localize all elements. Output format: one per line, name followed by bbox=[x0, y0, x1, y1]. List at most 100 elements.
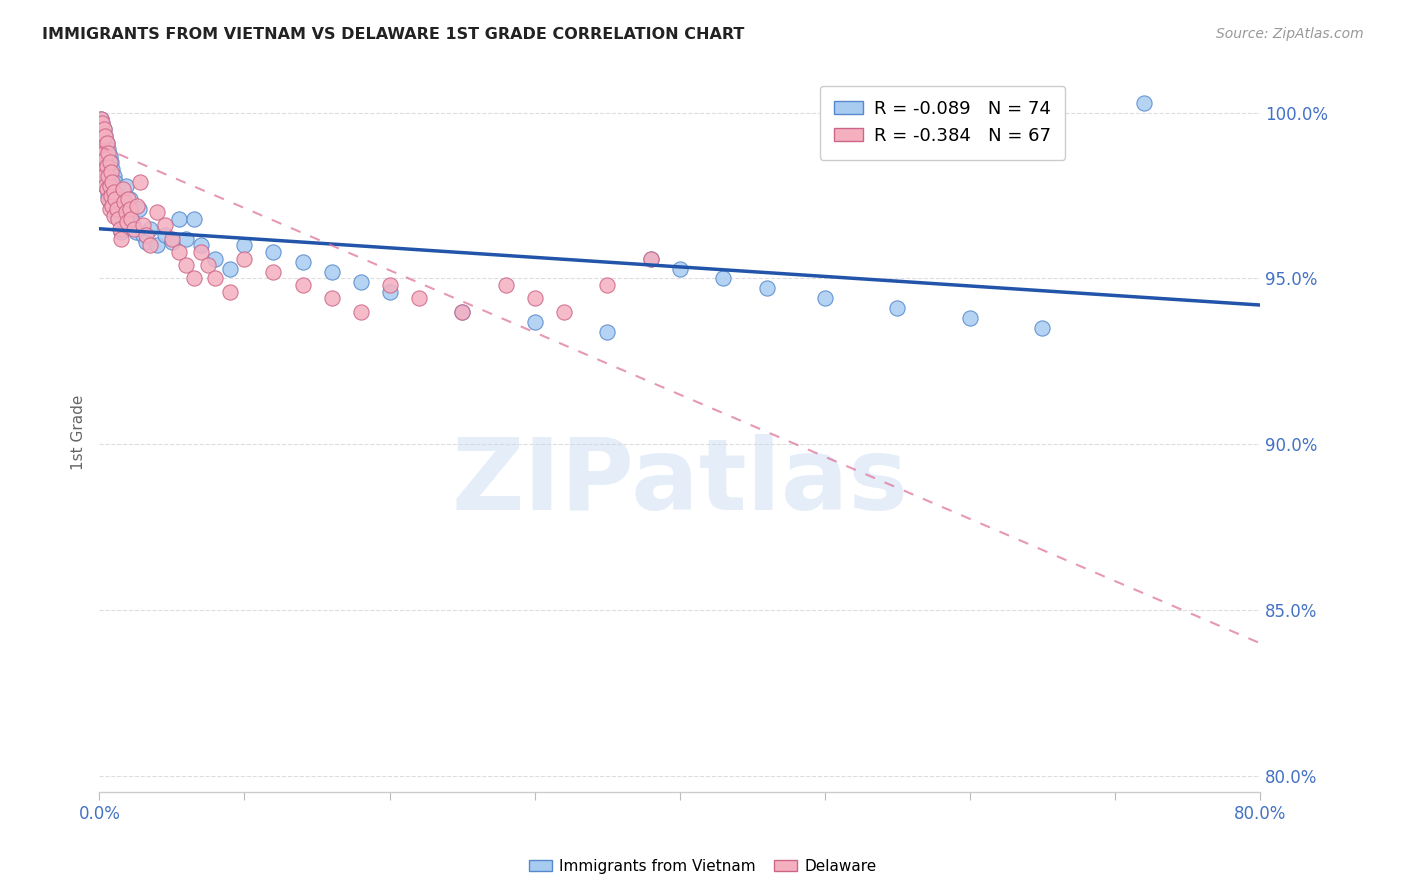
Point bbox=[349, 304, 371, 318]
Point bbox=[640, 252, 662, 266]
Point bbox=[1133, 95, 1156, 110]
Point bbox=[93, 169, 115, 183]
Point bbox=[96, 159, 118, 173]
Point bbox=[94, 152, 117, 166]
Point bbox=[97, 145, 120, 160]
Point bbox=[204, 252, 226, 266]
Point bbox=[91, 139, 114, 153]
Point bbox=[98, 195, 121, 210]
Point bbox=[94, 128, 117, 143]
Point bbox=[91, 162, 114, 177]
Y-axis label: 1st Grade: 1st Grade bbox=[72, 395, 86, 470]
Point bbox=[146, 205, 169, 219]
Point bbox=[104, 202, 127, 216]
Point bbox=[263, 244, 285, 259]
Point bbox=[98, 172, 121, 186]
Point bbox=[94, 128, 117, 143]
Point bbox=[108, 221, 131, 235]
Point bbox=[111, 209, 134, 223]
Point bbox=[118, 202, 141, 216]
Point bbox=[100, 155, 122, 169]
Point bbox=[408, 292, 430, 306]
Point bbox=[167, 211, 190, 226]
Point bbox=[94, 175, 117, 189]
Point bbox=[176, 258, 198, 272]
Point bbox=[107, 211, 129, 226]
Point bbox=[755, 281, 778, 295]
Text: ZIPatlas: ZIPatlas bbox=[451, 434, 908, 532]
Point bbox=[110, 232, 132, 246]
Point bbox=[103, 192, 125, 206]
Point bbox=[118, 192, 141, 206]
Point bbox=[129, 175, 152, 189]
Point bbox=[523, 292, 546, 306]
Point bbox=[91, 116, 114, 130]
Point bbox=[291, 255, 314, 269]
Point bbox=[553, 304, 575, 318]
Point bbox=[153, 219, 176, 233]
Point bbox=[114, 205, 136, 219]
Point bbox=[90, 112, 112, 127]
Point bbox=[1031, 321, 1053, 335]
Point bbox=[93, 145, 115, 160]
Point bbox=[97, 188, 120, 202]
Point bbox=[117, 192, 139, 206]
Point bbox=[596, 325, 619, 339]
Point bbox=[160, 232, 183, 246]
Point bbox=[233, 238, 256, 252]
Point bbox=[115, 215, 138, 229]
Point bbox=[93, 122, 115, 136]
Point bbox=[139, 238, 162, 252]
Point bbox=[233, 252, 256, 266]
Point bbox=[110, 225, 132, 239]
Point bbox=[668, 261, 690, 276]
Point bbox=[90, 128, 112, 143]
Point bbox=[114, 178, 136, 193]
Point bbox=[100, 165, 122, 179]
Point bbox=[139, 221, 162, 235]
Point bbox=[93, 145, 115, 160]
Point bbox=[451, 304, 474, 318]
Point bbox=[378, 285, 401, 299]
Point bbox=[101, 186, 124, 200]
Point bbox=[97, 169, 120, 183]
Point bbox=[122, 221, 145, 235]
Point bbox=[100, 188, 122, 202]
Point bbox=[104, 192, 127, 206]
Point bbox=[103, 209, 125, 223]
Point bbox=[132, 228, 155, 243]
Point bbox=[219, 285, 242, 299]
Point bbox=[100, 178, 122, 193]
Point bbox=[97, 165, 120, 179]
Point bbox=[190, 238, 212, 252]
Point bbox=[160, 235, 183, 249]
Point bbox=[105, 209, 128, 223]
Point bbox=[91, 159, 114, 173]
Point bbox=[107, 188, 129, 202]
Point bbox=[115, 198, 138, 212]
Point bbox=[98, 178, 121, 193]
Point bbox=[96, 136, 118, 150]
Point bbox=[96, 182, 118, 196]
Point bbox=[183, 211, 205, 226]
Point bbox=[120, 211, 142, 226]
Point bbox=[104, 175, 127, 189]
Point bbox=[263, 265, 285, 279]
Point bbox=[90, 128, 112, 143]
Point bbox=[105, 182, 128, 196]
Point bbox=[91, 116, 114, 130]
Point bbox=[103, 169, 125, 183]
Point bbox=[378, 278, 401, 293]
Legend: Immigrants from Vietnam, Delaware: Immigrants from Vietnam, Delaware bbox=[523, 853, 883, 880]
Point bbox=[814, 292, 837, 306]
Point bbox=[146, 238, 169, 252]
Point bbox=[98, 149, 121, 163]
Legend: R = -0.089   N = 74, R = -0.384   N = 67: R = -0.089 N = 74, R = -0.384 N = 67 bbox=[820, 86, 1066, 160]
Point bbox=[197, 258, 219, 272]
Point bbox=[176, 232, 198, 246]
Point bbox=[98, 202, 121, 216]
Point bbox=[93, 169, 115, 183]
Point bbox=[96, 159, 118, 173]
Point bbox=[125, 225, 148, 239]
Point bbox=[112, 215, 135, 229]
